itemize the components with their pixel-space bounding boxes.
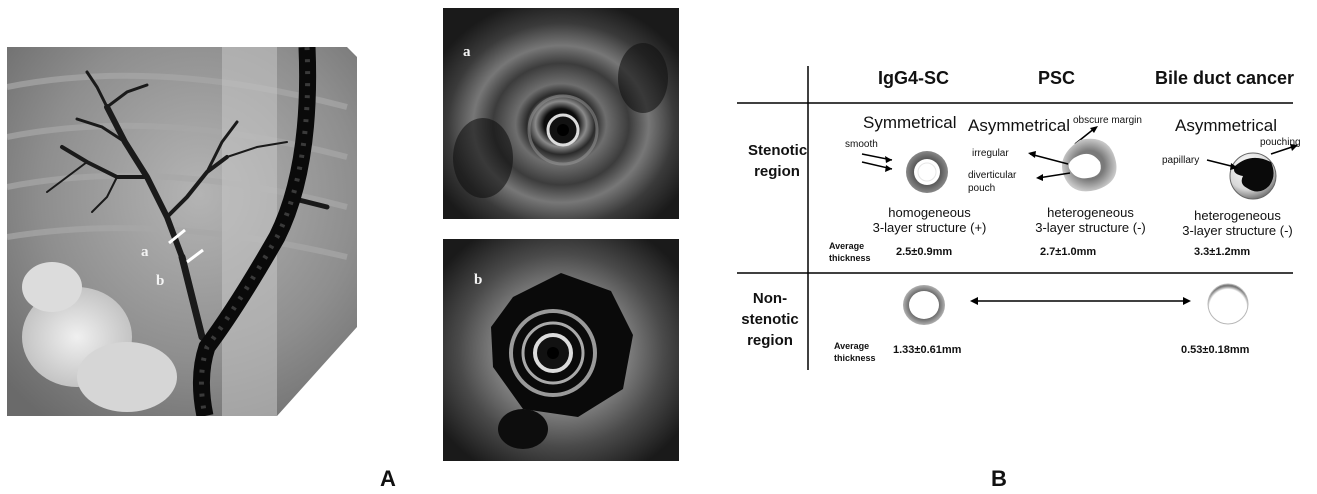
- row-label-nonstenotic-line3: region: [747, 332, 793, 349]
- cancer-symmetry-label: Asymmetrical: [1175, 116, 1278, 135]
- row-label-nonstenotic-line1: Non-: [752, 290, 788, 307]
- psc-feature-divert-line1: diverticular: [968, 170, 1017, 181]
- column-header-psc: PSC: [1038, 68, 1076, 88]
- row-label-nonstenotic: Non- stenotic region: [735, 288, 805, 351]
- cancer-feature-papillary: papillary: [1162, 155, 1200, 166]
- xray-label-a: a: [141, 244, 149, 260]
- eus-label-b: b: [474, 272, 483, 288]
- psc-feature-diverticular-pouch: diverticular pouch: [968, 169, 1016, 195]
- psc-desc-line2: 3-layer structure (-): [1035, 220, 1146, 235]
- psc-feature-divert-line2: pouch: [968, 183, 996, 194]
- panel-label-a: A: [380, 466, 396, 491]
- igg4-stenotic-bile-duct-icon: [861, 151, 948, 193]
- igg4-nonstenotic-thickness: 1.33±0.61mm: [893, 344, 962, 356]
- psc-feature-obscure-margin: obscure margin: [1073, 115, 1142, 126]
- cancer-desc-line1: heterogeneous: [1194, 208, 1281, 223]
- igg4-symmetry-label: Symmetrical: [863, 113, 957, 132]
- igg4-desc-line1: homogeneous: [888, 205, 971, 220]
- psc-symmetry-label: Asymmetrical: [968, 116, 1071, 135]
- xray-label-b: b: [156, 273, 165, 289]
- cancer-feature-pouching: pouching: [1260, 137, 1301, 148]
- column-header-bile-duct-cancer: Bile duct cancer: [1155, 68, 1295, 88]
- stenotic-avg-line1: Average: [829, 241, 865, 251]
- igg4-feature-smooth: smooth: [845, 139, 878, 150]
- column-header-igg4-sc: IgG4-SC: [878, 68, 950, 88]
- stenotic-average-thickness-label: Average thickness: [829, 240, 871, 264]
- psc-stenotic-thickness: 2.7±1.0mm: [1040, 246, 1097, 258]
- cancer-stenotic-thickness: 3.3±1.2mm: [1194, 246, 1251, 258]
- psc-stenotic-bile-duct-icon: [1028, 126, 1117, 192]
- eus-image-b: [443, 239, 679, 461]
- psc-stenotic-description: heterogeneous 3-layer structure (-): [1033, 205, 1148, 235]
- nonstenotic-average-thickness-label: Average thickness: [834, 340, 876, 364]
- cancer-stenotic-description: heterogeneous 3-layer structure (-): [1180, 208, 1295, 238]
- cancer-stenotic-bile-duct-icon: [1206, 144, 1298, 200]
- nonstenotic-avg-line1: Average: [834, 341, 870, 351]
- row-label-stenotic: Stenotic region: [748, 142, 808, 180]
- cancer-nonstenotic-bile-duct-icon: [1207, 283, 1249, 325]
- igg4-nonstenotic-bile-duct-icon: [903, 285, 945, 325]
- igg4-stenotic-thickness: 2.5±0.9mm: [896, 246, 953, 258]
- stenotic-avg-line2: thickness: [829, 253, 871, 263]
- eus-image-a: [443, 8, 679, 219]
- panel-label-b: B: [991, 466, 1007, 491]
- igg4-stenotic-description: homogeneous 3-layer structure (+): [872, 205, 987, 235]
- cancer-desc-line2: 3-layer structure (-): [1182, 223, 1293, 238]
- row-label-nonstenotic-line2: stenotic: [741, 311, 799, 328]
- cancer-nonstenotic-thickness: 0.53±0.18mm: [1181, 344, 1250, 356]
- psc-feature-irregular: irregular: [972, 148, 1009, 159]
- igg4-desc-line2: 3-layer structure (+): [872, 220, 987, 235]
- nonstenotic-avg-line2: thickness: [834, 353, 876, 363]
- eus-label-a: a: [463, 44, 471, 60]
- cholangiogram-image: [7, 47, 357, 416]
- nonstenotic-comparison-arrow: [970, 297, 1191, 305]
- psc-desc-line1: heterogeneous: [1047, 205, 1134, 220]
